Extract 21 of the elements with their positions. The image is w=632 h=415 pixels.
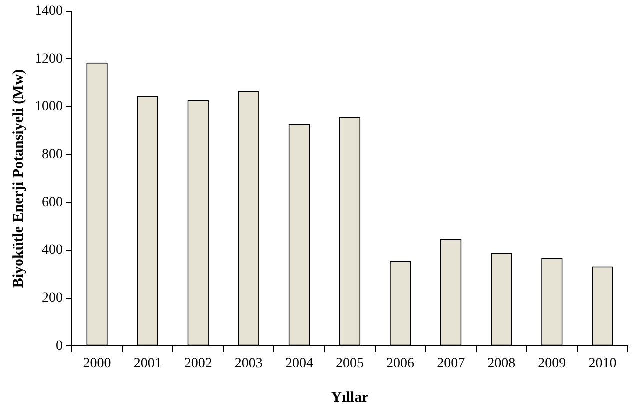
y-axis-title: Biyokütle Enerji Potansiyeli (Mw): [10, 69, 27, 288]
y-tick-label: 1200: [35, 52, 63, 67]
y-tick-label: 1000: [35, 100, 63, 115]
x-tick-label: 2003: [234, 356, 263, 372]
y-tick-label: 1400: [35, 4, 63, 20]
x-tick-label: 2009: [538, 356, 566, 372]
x-tick-label: 2002: [184, 356, 212, 372]
y-tick-label: 200: [42, 291, 63, 306]
x-tick-label: 2004: [285, 356, 314, 372]
x-tick-label: 2000: [83, 356, 112, 372]
x-tick-label: 2001: [134, 356, 162, 372]
y-tick-label: 600: [42, 195, 63, 210]
x-tick-label: 2010: [588, 356, 617, 372]
x-tick-label: 2006: [386, 356, 415, 372]
y-tick-label: 0: [56, 338, 63, 354]
x-tick-label: 2007: [437, 356, 466, 372]
y-tick-label: 400: [42, 243, 63, 258]
x-tick-label: 2005: [336, 356, 364, 372]
x-tick-label: 2008: [488, 356, 516, 372]
y-tick-label: 800: [42, 148, 63, 163]
x-axis-title: Yıllar: [331, 390, 370, 406]
